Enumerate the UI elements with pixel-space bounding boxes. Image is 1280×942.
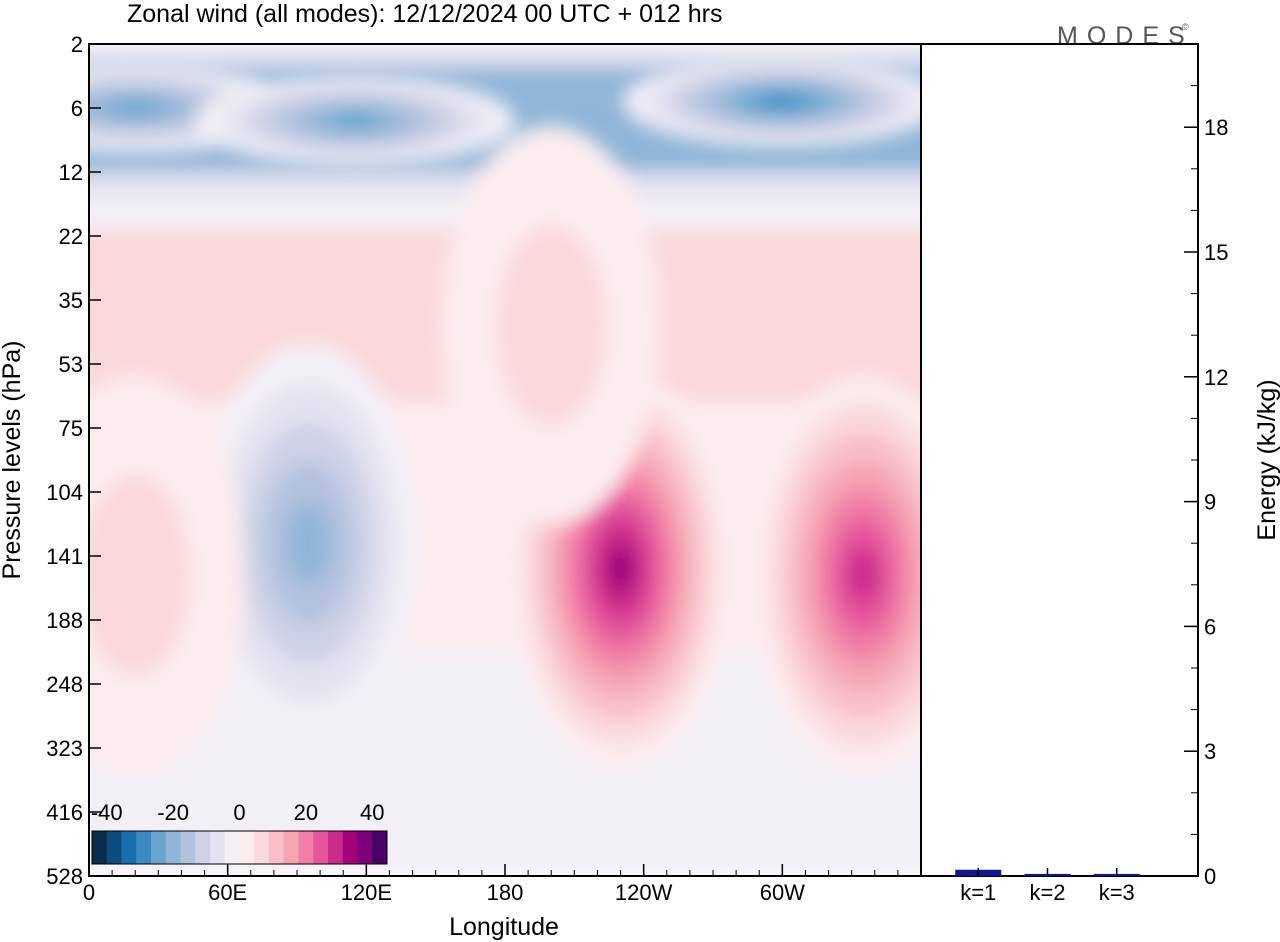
colorbar-swatch [210, 831, 226, 864]
heatmap-contour [286, 503, 331, 584]
y-tick-label: 53 [59, 352, 83, 377]
colorbar-swatch [372, 831, 388, 864]
y-tick-label: 323 [46, 736, 83, 761]
colorbar-swatch [151, 831, 167, 864]
energy-tick-label: 12 [1204, 365, 1228, 390]
colorbar-swatch [328, 831, 344, 864]
colorbar-swatch [136, 831, 152, 864]
heatmap-contour [847, 546, 879, 604]
energy-category-label: k=2 [1029, 880, 1065, 905]
heatmap-contour [89, 475, 191, 676]
colorbar-swatch [106, 831, 122, 864]
colorbar-label: 0 [233, 800, 245, 825]
colorbar-swatch [165, 831, 181, 864]
energy-category-label: k=1 [960, 880, 996, 905]
colorbar-swatch [357, 831, 373, 864]
energy-axis-label: Energy (kJ/kg) [1253, 379, 1280, 540]
colorbar-swatch [254, 831, 270, 864]
y-tick-label: 35 [59, 288, 83, 313]
heatmap-contour [606, 543, 635, 594]
energy-tick-label: 6 [1204, 614, 1216, 639]
x-tick-label: 60W [760, 880, 805, 905]
energy-bars: k=1 k=2 k=3 [955, 868, 1140, 905]
heatmap-contour [328, 113, 382, 129]
y-tick-label: 75 [59, 416, 83, 441]
y-tick-label: 248 [46, 672, 83, 697]
x-tick-label: 60E [208, 880, 247, 905]
y-tick-label: 141 [46, 544, 83, 569]
heatmap-contour [759, 95, 806, 109]
x-tick-label: 120W [615, 880, 673, 905]
colorbar-swatch [195, 831, 211, 864]
y-tick-label: 188 [46, 608, 83, 633]
colorbar-swatch [239, 831, 255, 864]
y-tick-label: 12 [59, 160, 83, 185]
modes-logo-mark: © [1182, 22, 1189, 32]
y-tick-label: 104 [46, 480, 83, 505]
colorbar-swatch [269, 831, 285, 864]
heatmap-band [89, 44, 921, 67]
colorbar-swatch [313, 831, 329, 864]
energy-category-label: k=3 [1099, 880, 1135, 905]
heatmap-features [89, 56, 921, 776]
x-axis-ticks: 0 60E 120E 180 120W 60W [83, 864, 922, 905]
y-tick-label: 22 [59, 224, 83, 249]
energy-tick-label: 0 [1204, 864, 1216, 889]
chart-title: Zonal wind (all modes): 12/12/2024 00 UT… [127, 0, 722, 28]
y-tick-label: 2 [71, 32, 83, 57]
colorbar-swatch [342, 831, 358, 864]
x-tick-label: 180 [487, 880, 524, 905]
energy-tick-label: 3 [1204, 739, 1216, 764]
energy-tick-label: 18 [1204, 115, 1228, 140]
x-axis-label: Longitude [449, 913, 559, 941]
colorbar-swatch [224, 831, 240, 864]
y-tick-label: 416 [46, 800, 83, 825]
x-tick-label: 0 [83, 880, 95, 905]
y-axis-ticks: 2 6 12 22 35 53 75 104 141 188 248 323 416 528 [46, 32, 101, 889]
colorbar-swatch [298, 831, 314, 864]
colorbar-frame [91, 830, 388, 865]
colorbar-swatch [283, 831, 299, 864]
colorbar-swatch [180, 831, 196, 864]
energy-tick-label: 9 [1204, 490, 1216, 515]
energy-axis-ticks: 0 3 6 9 12 15 18 [1184, 43, 1228, 889]
heatmap-contour [108, 100, 162, 116]
colorbar: -40 -20 0 20 40 [91, 800, 388, 865]
heatmap-panel [89, 44, 921, 876]
colorbar-swatch [121, 831, 137, 864]
y-tick-label: 528 [46, 864, 83, 889]
colorbar-label: 40 [360, 800, 384, 825]
energy-panel-frame [920, 43, 1199, 877]
y-tick-label: 6 [71, 96, 83, 121]
colorbar-swatch [92, 831, 108, 864]
y-axis-label: Pressure levels (hPa) [0, 341, 26, 580]
colorbar-label: 20 [294, 800, 318, 825]
x-tick-label: 120E [341, 880, 392, 905]
colorbar-label: -40 [91, 800, 123, 825]
energy-tick-label: 15 [1204, 240, 1228, 265]
heatmap-contour [496, 225, 607, 426]
colorbar-label: -20 [157, 800, 189, 825]
